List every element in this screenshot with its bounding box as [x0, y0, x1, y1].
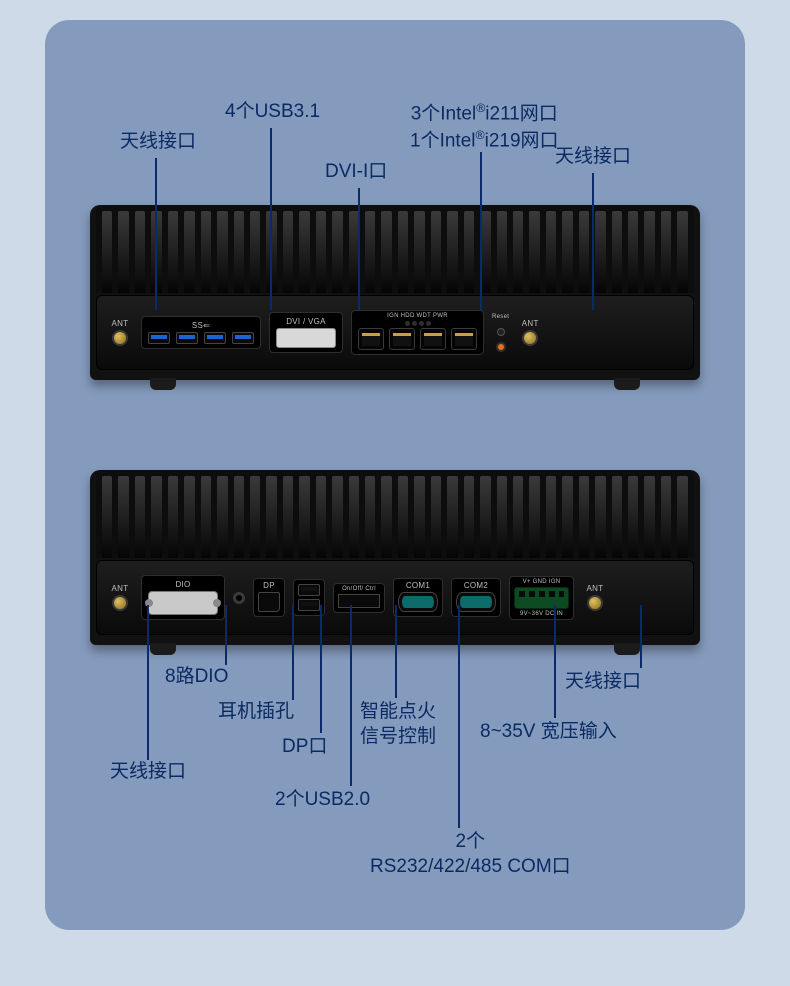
db9-com-port-icon: [456, 592, 496, 612]
silkscreen-com2: COM2: [464, 581, 488, 590]
usb2-port-icon: [298, 584, 320, 596]
rubber-foot-icon: [614, 378, 640, 390]
com1-block: COM1: [393, 578, 443, 617]
audio-jack-icon: [233, 592, 245, 604]
leader-line: [395, 605, 397, 698]
ignition-header-icon: [338, 594, 380, 608]
leader-line: [292, 605, 294, 700]
silkscreen-dvi: DVI / VGA: [286, 317, 326, 326]
dvi-port-icon: [276, 328, 336, 348]
silkscreen-dp: DP: [263, 581, 275, 590]
silkscreen-dc: 9V~36V DC IN: [520, 611, 563, 617]
usb2-port-icon: [298, 599, 320, 611]
silkscreen-ss: SS⇐: [192, 321, 210, 330]
callout-intelnic: 3个Intel®i211网口1个Intel®i219网口: [410, 100, 559, 154]
audio-block: [233, 592, 245, 604]
rj45-port-icon: [451, 328, 477, 350]
callout-com: 2个RS232/422/485 COM口: [370, 830, 571, 879]
antenna-port-left: ANT: [107, 319, 133, 346]
callout-dio8: 8路DIO: [165, 665, 228, 690]
dio-port-icon: [148, 591, 218, 615]
power-reset: Reset: [492, 314, 509, 352]
antenna-port-right: ANT: [582, 584, 608, 611]
leader-line: [320, 605, 322, 733]
callout-ignition: 智能点火信号控制: [360, 700, 436, 749]
heatsink-fins: [96, 205, 694, 293]
sma-connector-icon: [522, 330, 538, 346]
silkscreen-ant: ANT: [522, 319, 539, 328]
silkscreen-ant: ANT: [112, 319, 129, 328]
displayport-icon: [258, 592, 280, 612]
usb3-port-icon: [176, 332, 198, 344]
leader-line: [350, 605, 352, 786]
leader-line: [270, 128, 272, 310]
leader-line: [147, 605, 149, 760]
callout-dvi: DVI-I口: [325, 160, 387, 185]
rubber-foot-icon: [614, 643, 640, 655]
leader-line: [592, 173, 594, 310]
usb3-port-icon: [148, 332, 170, 344]
leader-line: [225, 605, 227, 665]
db9-com-port-icon: [398, 592, 438, 612]
silkscreen-pwr: V+ GND IGN: [523, 579, 561, 585]
leader-line: [458, 605, 460, 828]
callout-ant-left-b: 天线接口: [110, 760, 186, 785]
sma-connector-icon: [587, 595, 603, 611]
dvi-block: DVI / VGA: [269, 312, 343, 353]
callout-usb31: 4个USB3.1: [225, 100, 320, 125]
rubber-foot-icon: [150, 378, 176, 390]
antenna-port-left: ANT: [107, 584, 133, 611]
leader-line: [155, 158, 157, 310]
silkscreen-reset: Reset: [492, 314, 509, 320]
rubber-foot-icon: [150, 643, 176, 655]
callout-power-in: 8~35V 宽压输入: [480, 720, 617, 745]
heatsink-fins: [96, 470, 694, 558]
sma-connector-icon: [112, 595, 128, 611]
rj45-port-icon: [358, 328, 384, 350]
lan-block: IGN HDD WDT PWR: [351, 310, 484, 355]
silkscreen-ign: On/Off/ Ctrl: [342, 586, 376, 592]
silkscreen-ant: ANT: [587, 584, 604, 593]
leader-line: [554, 605, 556, 718]
callout-audio-jack: 耳机插孔: [218, 700, 294, 725]
reset-button-icon: [497, 328, 505, 336]
dio-block: DIO: [141, 575, 225, 620]
silkscreen-com1: COM1: [406, 581, 430, 590]
antenna-port-right: ANT: [517, 319, 543, 346]
power-terminal-block: V+ GND IGN 9V~36V DC IN: [509, 576, 574, 620]
leader-line: [358, 188, 360, 310]
silkscreen-leds: IGN HDD WDT PWR: [387, 313, 448, 319]
power-button-icon: [496, 342, 506, 352]
usb3-block: SS⇐: [141, 316, 261, 349]
rj45-port-icon: [420, 328, 446, 350]
callout-ant-right-b: 天线接口: [565, 670, 641, 695]
callout-ant-left-f: 天线接口: [120, 130, 196, 155]
front-face: ANT SS⇐ DVI / VGA IGN HDD WDT PWR: [96, 295, 694, 370]
callout-usb20: 2个USB2.0: [275, 788, 370, 813]
silkscreen-ant: ANT: [112, 584, 129, 593]
dp-block: DP: [253, 578, 285, 617]
callout-dp: DP口: [282, 735, 327, 760]
sma-connector-icon: [112, 330, 128, 346]
silkscreen-dio: DIO: [175, 580, 190, 589]
device-front-view: ANT SS⇐ DVI / VGA IGN HDD WDT PWR: [90, 205, 700, 380]
usb3-port-icon: [204, 332, 226, 344]
ignition-block: On/Off/ Ctrl: [333, 583, 385, 613]
callout-ant-right-f: 天线接口: [555, 145, 631, 170]
leader-line: [640, 605, 642, 668]
leader-line: [480, 152, 482, 310]
rj45-port-icon: [389, 328, 415, 350]
usb3-port-icon: [232, 332, 254, 344]
terminal-block-icon: [514, 587, 569, 609]
